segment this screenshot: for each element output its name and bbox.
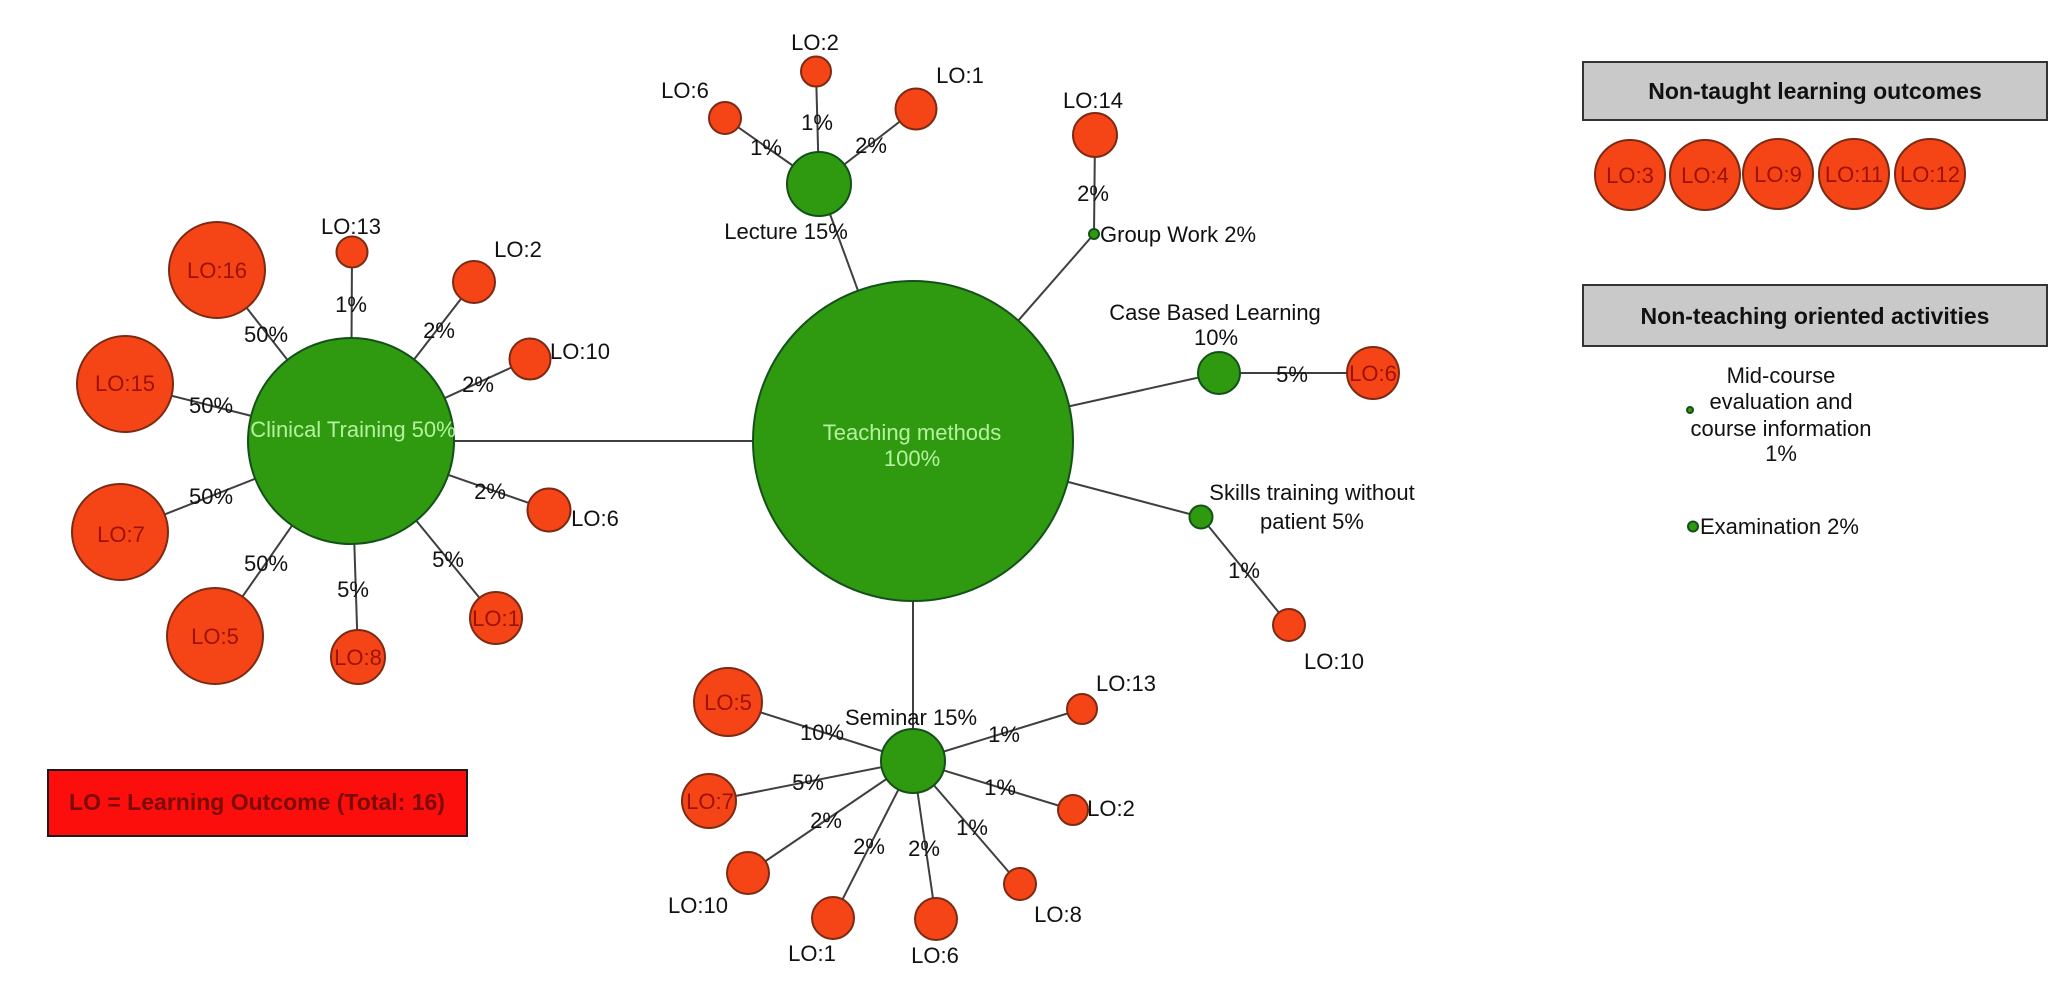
svg-text:LO = Learning Outcome (Total:: LO = Learning Outcome (Total: 16) <box>69 789 445 815</box>
svg-text:Mid-course: Mid-course <box>1727 363 1836 388</box>
svg-text:10%: 10% <box>800 720 844 745</box>
svg-text:5%: 5% <box>792 770 824 795</box>
svg-text:LO:7: LO:7 <box>97 522 145 547</box>
svg-text:LO:11: LO:11 <box>1825 162 1883 187</box>
svg-text:LO:2: LO:2 <box>791 30 839 55</box>
svg-text:5%: 5% <box>337 577 369 602</box>
svg-text:5%: 5% <box>1276 362 1308 387</box>
svg-text:LO:4: LO:4 <box>1681 163 1729 188</box>
svg-text:LO:5: LO:5 <box>191 624 239 649</box>
svg-text:2%: 2% <box>462 372 494 397</box>
svg-text:LO:13: LO:13 <box>321 214 381 239</box>
svg-text:2%: 2% <box>423 318 455 343</box>
svg-text:2%: 2% <box>810 808 842 833</box>
svg-text:LO:7: LO:7 <box>686 789 734 814</box>
svg-text:LO:2: LO:2 <box>1087 796 1135 821</box>
svg-text:1%: 1% <box>984 775 1016 800</box>
svg-text:Examination 2%: Examination 2% <box>1700 514 1859 539</box>
svg-text:Skills training without: Skills training without <box>1209 480 1414 505</box>
svg-text:LO:8: LO:8 <box>334 645 382 670</box>
svg-text:LO:9: LO:9 <box>1754 162 1802 187</box>
svg-text:LO:1: LO:1 <box>472 606 520 631</box>
svg-text:LO:3: LO:3 <box>1606 163 1654 188</box>
svg-text:Non-taught learning outcomes: Non-taught learning outcomes <box>1648 78 1982 104</box>
svg-text:patient 5%: patient 5% <box>1260 509 1364 534</box>
svg-text:5%: 5% <box>432 547 464 572</box>
svg-text:Clinical Training 50%: Clinical Training 50% <box>250 417 455 442</box>
svg-text:100%: 100% <box>884 446 940 471</box>
svg-text:LO:10: LO:10 <box>550 339 610 364</box>
svg-text:LO:1: LO:1 <box>936 63 984 88</box>
svg-text:LO:6: LO:6 <box>1349 361 1397 386</box>
svg-text:2%: 2% <box>908 836 940 861</box>
svg-text:LO:6: LO:6 <box>661 78 709 103</box>
svg-text:50%: 50% <box>189 484 233 509</box>
svg-text:evaluation and: evaluation and <box>1709 389 1852 414</box>
svg-text:LO:6: LO:6 <box>571 506 619 531</box>
svg-text:Lecture 15%: Lecture 15% <box>724 219 848 244</box>
svg-text:1%: 1% <box>988 722 1020 747</box>
svg-text:Teaching methods: Teaching methods <box>823 420 1002 445</box>
svg-text:LO:1: LO:1 <box>788 941 836 966</box>
svg-text:Non-teaching oriented activiti: Non-teaching oriented activities <box>1641 303 1990 329</box>
svg-text:LO:13: LO:13 <box>1096 671 1156 696</box>
svg-text:1%: 1% <box>1765 441 1797 466</box>
svg-text:2%: 2% <box>853 834 885 859</box>
svg-text:course information: course information <box>1691 416 1872 441</box>
svg-text:1%: 1% <box>750 135 782 160</box>
svg-text:50%: 50% <box>244 322 288 347</box>
svg-text:1%: 1% <box>801 110 833 135</box>
svg-text:LO:10: LO:10 <box>668 893 728 918</box>
svg-text:LO:14: LO:14 <box>1063 88 1123 113</box>
svg-text:2%: 2% <box>474 479 506 504</box>
svg-text:LO:15: LO:15 <box>95 371 155 396</box>
svg-text:50%: 50% <box>189 393 233 418</box>
svg-text:LO:6: LO:6 <box>911 943 959 968</box>
svg-text:1%: 1% <box>335 292 367 317</box>
svg-text:Group Work 2%: Group Work 2% <box>1100 222 1256 247</box>
svg-text:LO:5: LO:5 <box>704 690 752 715</box>
svg-text:LO:10: LO:10 <box>1304 649 1364 674</box>
svg-text:Seminar 15%: Seminar 15% <box>845 705 977 730</box>
svg-text:1%: 1% <box>1228 558 1260 583</box>
svg-text:LO:12: LO:12 <box>1900 162 1960 187</box>
svg-text:2%: 2% <box>855 133 887 158</box>
svg-text:LO:16: LO:16 <box>187 258 247 283</box>
svg-text:50%: 50% <box>244 551 288 576</box>
svg-text:2%: 2% <box>1077 181 1109 206</box>
svg-text:10%: 10% <box>1194 325 1238 350</box>
svg-text:LO:8: LO:8 <box>1034 902 1082 927</box>
svg-text:Case Based Learning: Case Based Learning <box>1109 300 1321 325</box>
svg-text:LO:2: LO:2 <box>494 237 542 262</box>
svg-text:1%: 1% <box>956 815 988 840</box>
